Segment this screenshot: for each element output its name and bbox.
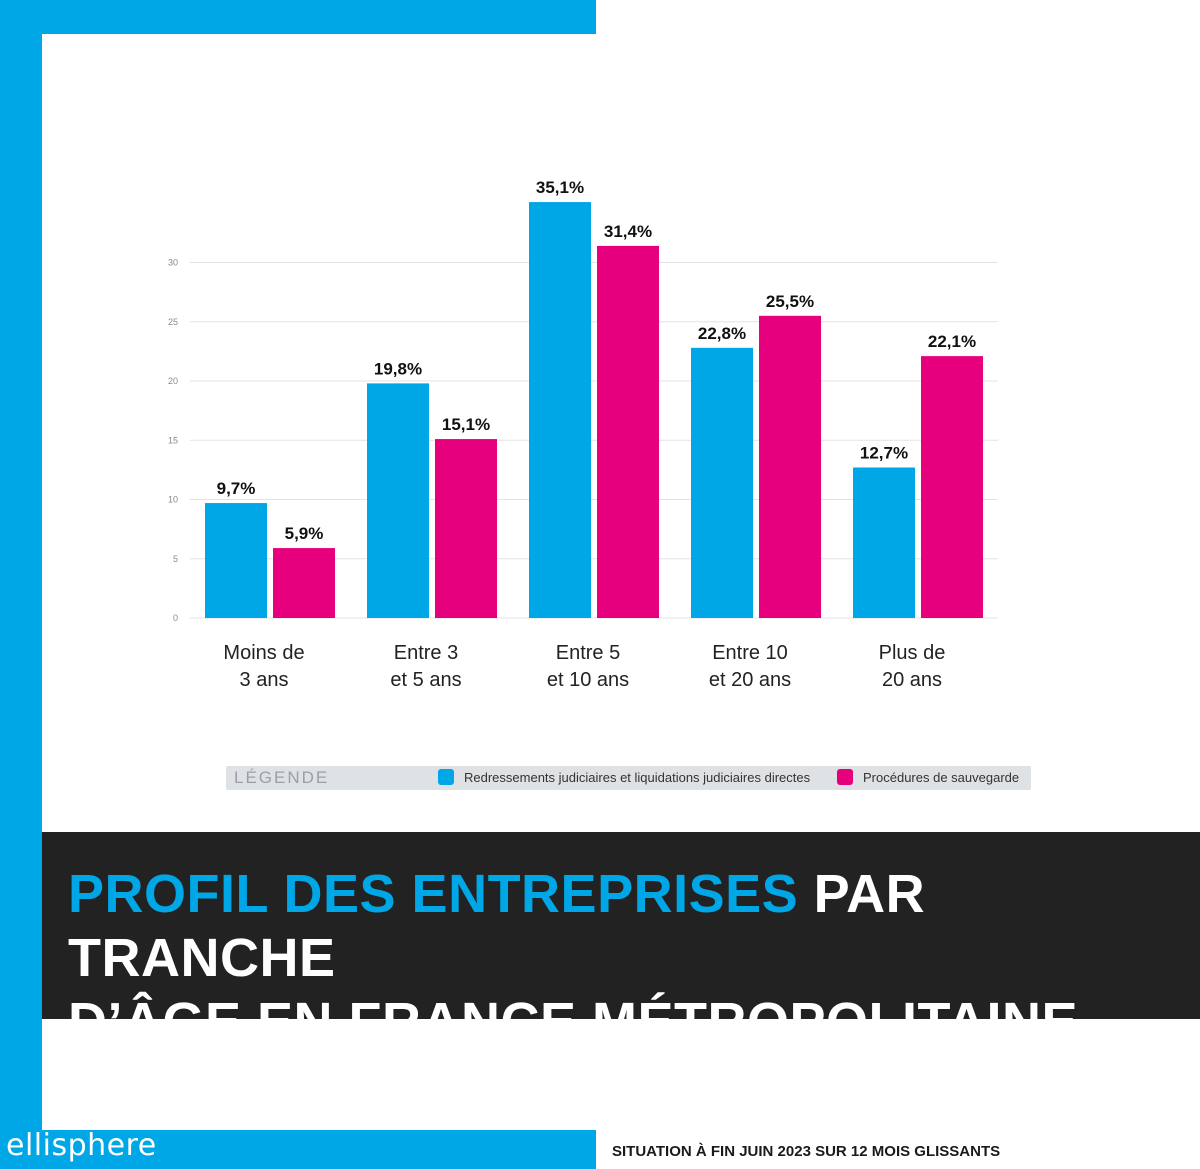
y-tick-label: 25 [168, 317, 178, 327]
x-category-label: et 10 ans [547, 669, 629, 691]
bar-chart: 0 5 10 15 20 25 30 9,7% 19,8% 35,1% 22,8% 12,7% 5,9%… [168, 178, 998, 691]
legend-item-sauvegarde: Procédures de sauvegarde [837, 769, 1019, 785]
legend: LÉGENDE Redressements judiciaires et liq… [226, 766, 1031, 790]
data-label: 12,7% [860, 444, 908, 463]
y-tick-label: 10 [168, 495, 178, 505]
x-category-label: 20 ans [882, 669, 942, 691]
legend-swatch-blue [438, 769, 454, 785]
y-tick-label: 20 [168, 376, 178, 386]
legend-swatch-magenta [837, 769, 853, 785]
data-label: 9,7% [217, 479, 256, 498]
page-title: PROFIL DES ENTREPRISES PAR TRANCHE D’ÂGE… [68, 862, 1188, 1054]
x-category-label: Moins de [223, 642, 304, 664]
y-tick-label: 15 [168, 435, 178, 445]
bar-sauvegarde [435, 439, 497, 618]
legend-title: LÉGENDE [234, 768, 330, 787]
title-band: PROFIL DES ENTREPRISES PAR TRANCHE D’ÂGE… [42, 832, 1200, 1052]
x-category-label: Entre 3 [394, 642, 458, 664]
footnote: SITUATION À FIN JUIN 2023 SUR 12 MOIS GL… [612, 1143, 1001, 1160]
x-category-label: 3 ans [240, 669, 289, 691]
legend-label: Redressements judiciaires et liquidation… [464, 769, 811, 785]
bar-sauvegarde [759, 315, 821, 618]
bar-redressements [367, 383, 429, 618]
title-rest: PAR TRANCHE [68, 864, 926, 988]
data-label: 25,5% [766, 292, 814, 311]
data-label: 31,4% [604, 222, 652, 241]
bar-sauvegarde [273, 548, 335, 618]
brand-logo: ellisphere [6, 1128, 157, 1163]
bar-redressements [205, 503, 267, 618]
title-line2: D’ÂGE EN FRANCE MÉTROPOLITAINE [68, 992, 1079, 1052]
legend-item-redressements: Redressements judiciaires et liquidation… [438, 769, 810, 785]
data-label: 22,8% [698, 324, 746, 343]
x-category-label: et 5 ans [390, 669, 461, 691]
x-category-label: Plus de [879, 642, 946, 664]
y-tick-label: 30 [168, 258, 178, 268]
data-label: 35,1% [536, 178, 584, 197]
x-category-label: et 20 ans [709, 669, 791, 691]
legend-label: Procédures de sauvegarde [863, 769, 1020, 785]
data-label: 15,1% [442, 415, 490, 434]
frame-top-bar [0, 0, 596, 34]
x-category-label: Entre 10 [712, 642, 788, 664]
title-accent: PROFIL DES ENTREPRISES [68, 864, 799, 924]
y-tick-label: 5 [173, 554, 178, 564]
bar-sauvegarde [597, 245, 659, 618]
data-label: 19,8% [374, 359, 422, 378]
frame-left-bar [0, 0, 42, 1169]
data-label: 5,9% [285, 524, 324, 543]
y-tick-label: 0 [173, 613, 178, 623]
x-category-label: Entre 5 [556, 642, 620, 664]
data-label: 22,1% [928, 332, 976, 351]
bar-redressements [853, 467, 915, 618]
bar-sauvegarde [921, 356, 983, 618]
bar-redressements [529, 202, 591, 618]
frame-bottom-bar [0, 1130, 596, 1169]
bar-redressements [691, 347, 753, 618]
